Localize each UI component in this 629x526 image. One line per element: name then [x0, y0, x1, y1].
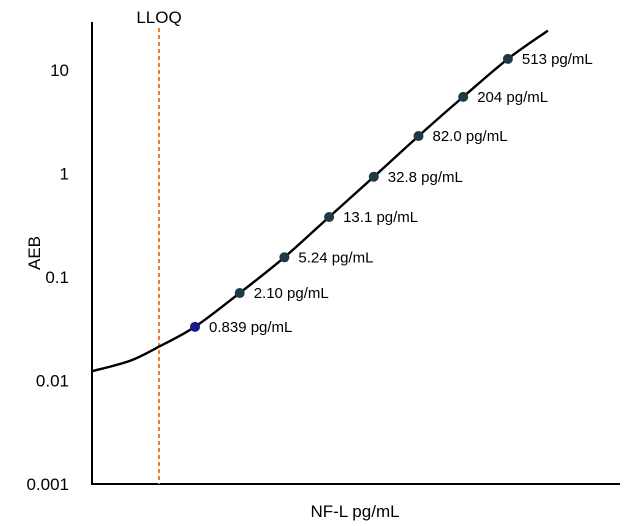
data-point-label: 0.839 pg/mL — [209, 319, 292, 336]
fit-curve — [91, 29, 549, 373]
x-axis-title: NF-L pg/mL — [310, 502, 399, 521]
lloq-label: LLOQ — [136, 8, 181, 27]
data-point — [458, 91, 469, 102]
data-point — [234, 288, 245, 299]
data-point-label: 513 pg/mL — [522, 51, 593, 68]
y-tick-label: 0.01 — [36, 372, 69, 391]
data-point — [190, 321, 200, 332]
data-point — [368, 171, 379, 182]
data-point-label: 82.0 pg/mL — [433, 128, 508, 145]
data-point — [279, 252, 290, 263]
data-point-label: 5.24 pg/mL — [298, 249, 373, 266]
y-tick-labels: 0.001 0.01 0.1 1 10 — [26, 61, 69, 494]
data-point-label: 204 pg/mL — [477, 89, 548, 106]
plot-axes — [91, 22, 620, 485]
y-tick-label: 1 — [60, 165, 69, 184]
data-point-label: 32.8 pg/mL — [388, 169, 463, 186]
data-point — [324, 211, 335, 222]
y-axis-title: AEB — [25, 236, 44, 270]
data-point — [413, 131, 424, 142]
y-tick-label: 10 — [50, 61, 69, 80]
data-point — [502, 53, 513, 64]
y-tick-label: 0.1 — [45, 268, 69, 287]
data-point-label: 2.10 pg/mL — [254, 285, 329, 302]
data-point-label: 13.1 pg/mL — [343, 209, 418, 226]
data-points: 0.839 pg/mL 2.10 pg/mL 5.24 pg/mL 13.1 pg/m… — [190, 51, 593, 336]
y-tick-label: 0.001 — [26, 475, 69, 494]
